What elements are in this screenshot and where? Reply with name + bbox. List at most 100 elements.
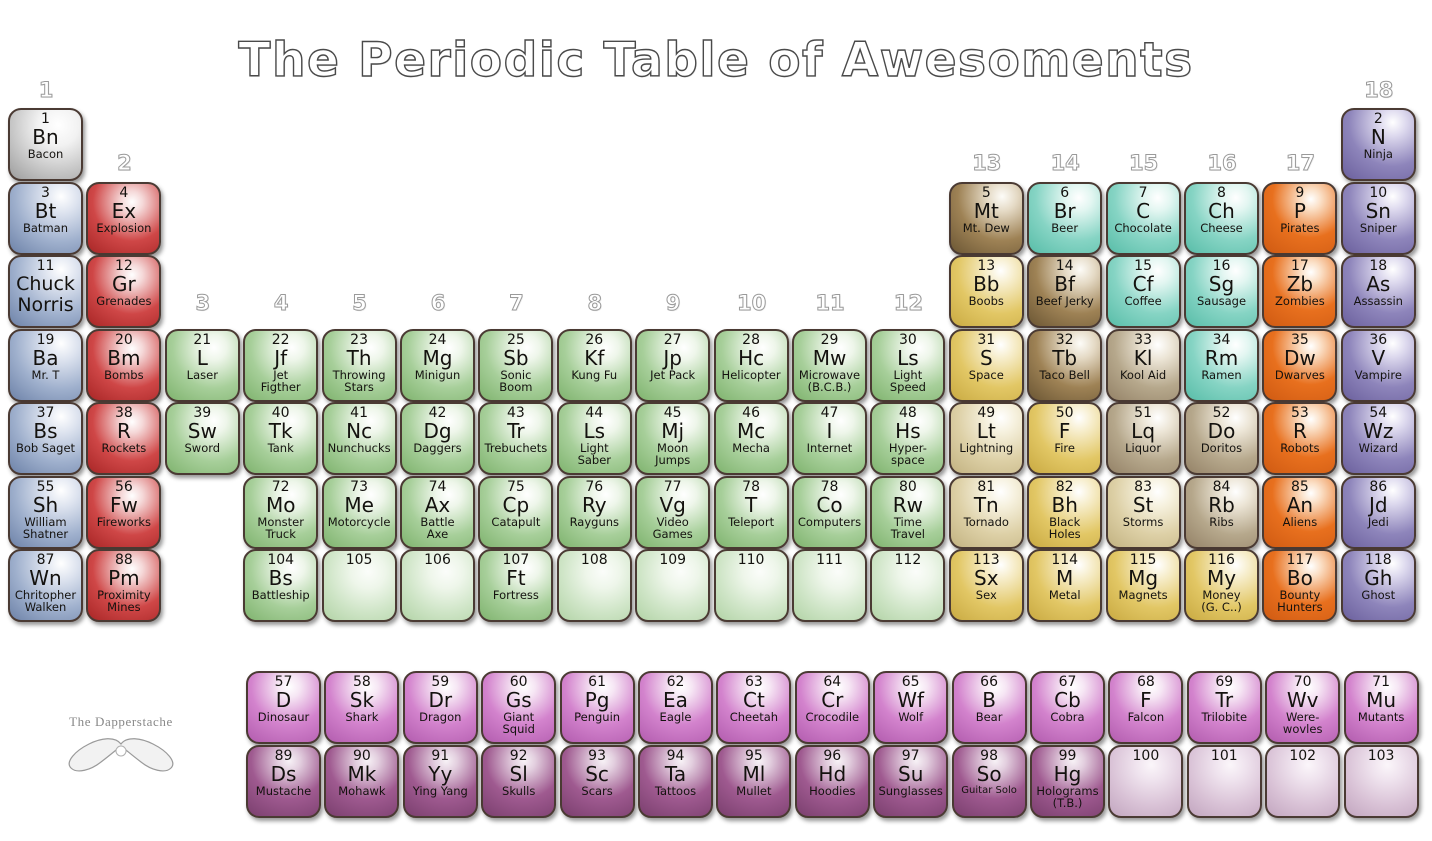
element-cell-d[interactable]: 57 D Dinosaur xyxy=(246,671,321,744)
element-cell-bb[interactable]: 13 Bb Boobs xyxy=(948,255,1024,328)
element-cell-su[interactable]: 97 Su Sunglasses xyxy=(873,744,949,818)
element-cell-cf[interactable]: 15 Cf Coffee xyxy=(1105,255,1181,328)
element-cell-mg[interactable]: 115 Mg Magnets xyxy=(1105,549,1181,622)
element-cell-ta[interactable]: 94 Ta Tattoos xyxy=(638,744,713,818)
element-cell-kf[interactable]: 26 Kf Kung Fu xyxy=(556,328,632,402)
element-cell-106[interactable]: 106 xyxy=(400,549,475,622)
element-cell-yy[interactable]: 91 Yy Ying Yang xyxy=(402,744,478,818)
element-cell-ds[interactable]: 89 Ds Mustache xyxy=(246,744,321,818)
element-cell-co[interactable]: 78 Co Computers xyxy=(792,475,867,549)
element-cell-mc[interactable]: 46 Mc Mecha xyxy=(713,402,789,475)
element-cell-ry[interactable]: 76 Ry Rayguns xyxy=(556,475,632,549)
element-cell-mt[interactable]: 5 Mt Mt. Dew xyxy=(948,181,1024,255)
element-cell-dg[interactable]: 42 Dg Daggers xyxy=(400,402,475,475)
element-cell-tn[interactable]: 81 Tn Tornado xyxy=(948,475,1024,549)
element-cell-mg[interactable]: 24 Mg Minigun xyxy=(400,328,475,402)
element-cell-jp[interactable]: 27 Jp Jet Pack xyxy=(635,328,711,402)
element-cell-jd[interactable]: 86 Jd Jedi xyxy=(1340,475,1416,549)
element-cell-rm[interactable]: 34 Rm Ramen xyxy=(1184,328,1259,402)
element-cell-105[interactable]: 105 xyxy=(321,549,397,622)
element-cell-do[interactable]: 52 Do Doritos xyxy=(1184,402,1259,475)
element-cell-wn[interactable]: 87 Wn Chritopher Walken xyxy=(8,549,83,622)
element-cell-br[interactable]: 6 Br Beer xyxy=(1027,181,1103,255)
element-cell-tr[interactable]: 69 Tr Trilobite xyxy=(1186,671,1262,744)
element-cell-cp[interactable]: 75 Cp Catapult xyxy=(478,475,554,549)
element-cell-bo[interactable]: 117 Bo Bounty Hunters xyxy=(1262,549,1338,622)
element-cell-hc[interactable]: 28 Hc Helicopter xyxy=(713,328,789,402)
element-cell-gr[interactable]: 12 Gr Grenades xyxy=(86,255,162,328)
element-cell-102[interactable]: 102 xyxy=(1265,744,1341,818)
element-cell-sk[interactable]: 58 Sk Shark xyxy=(324,671,400,744)
element-cell-r[interactable]: 53 R Robots xyxy=(1262,402,1338,475)
element-cell-hs[interactable]: 48 Hs Hyper- space xyxy=(870,402,946,475)
element-cell-hd[interactable]: 96 Hd Hoodies xyxy=(794,744,870,818)
element-cell-wf[interactable]: 65 Wf Wolf xyxy=(873,671,949,744)
element-cell-rb[interactable]: 84 Rb Ribs xyxy=(1184,475,1259,549)
element-cell-i[interactable]: 47 I Internet xyxy=(792,402,867,475)
element-cell-lq[interactable]: 51 Lq Liquor xyxy=(1105,402,1181,475)
element-cell-ea[interactable]: 62 Ea Eagle xyxy=(638,671,713,744)
element-cell-zb[interactable]: 17 Zb Zombies xyxy=(1262,255,1338,328)
element-cell-sb[interactable]: 25 Sb Sonic Boom xyxy=(478,328,554,402)
element-cell-v[interactable]: 36 V Vampire xyxy=(1340,328,1416,402)
element-cell-109[interactable]: 109 xyxy=(635,549,711,622)
element-cell-dw[interactable]: 35 Dw Dwarves xyxy=(1262,328,1338,402)
element-cell-108[interactable]: 108 xyxy=(556,549,632,622)
element-cell-p[interactable]: 9 P Pirates xyxy=(1262,181,1338,255)
element-cell-ft[interactable]: 107 Ft Fortress xyxy=(478,549,554,622)
element-cell-sn[interactable]: 10 Sn Sniper xyxy=(1340,181,1416,255)
element-cell-ch[interactable]: 8 Ch Cheese xyxy=(1184,181,1259,255)
element-cell-vg[interactable]: 77 Vg Video Games xyxy=(635,475,711,549)
element-cell-sx[interactable]: 113 Sx Sex xyxy=(948,549,1024,622)
element-cell-ex[interactable]: 4 Ex Explosion xyxy=(86,181,162,255)
element-cell-bn[interactable]: 1 Bn Bacon xyxy=(8,108,83,181)
element-cell-pg[interactable]: 61 Pg Penguin xyxy=(559,671,635,744)
element-cell-ax[interactable]: 74 Ax Battle Axe xyxy=(400,475,475,549)
element-cell-dr[interactable]: 59 Dr Dragon xyxy=(402,671,478,744)
element-cell-wv[interactable]: 70 Wv Were- wovles xyxy=(1265,671,1341,744)
element-cell-mo[interactable]: 72 Mo Monster Truck xyxy=(243,475,319,549)
element-cell-wz[interactable]: 54 Wz Wizard xyxy=(1340,402,1416,475)
element-cell-mk[interactable]: 90 Mk Mohawk xyxy=(324,744,400,818)
element-cell-tr[interactable]: 43 Tr Trebuchets xyxy=(478,402,554,475)
element-cell-103[interactable]: 103 xyxy=(1343,744,1419,818)
element-cell-ml[interactable]: 95 Ml Mullet xyxy=(716,744,792,818)
element-cell-m[interactable]: 114 M Metal xyxy=(1027,549,1103,622)
element-cell-fw[interactable]: 56 Fw Fireworks xyxy=(86,475,162,549)
element-cell-pm[interactable]: 88 Pm Proximity Mines xyxy=(86,549,162,622)
element-cell-f[interactable]: 50 F Fire xyxy=(1027,402,1103,475)
element-cell-my[interactable]: 116 My Money (G. C..) xyxy=(1184,549,1259,622)
element-cell-gh[interactable]: 118 Gh Ghost xyxy=(1340,549,1416,622)
element-cell-100[interactable]: 100 xyxy=(1108,744,1184,818)
element-cell-bt[interactable]: 3 Bt Batman xyxy=(8,181,83,255)
element-cell-chuck[interactable]: 11 Chuck Norris xyxy=(8,255,83,328)
element-cell-f[interactable]: 68 F Falcon xyxy=(1108,671,1184,744)
element-cell-sg[interactable]: 16 Sg Sausage xyxy=(1184,255,1259,328)
element-cell-110[interactable]: 110 xyxy=(713,549,789,622)
element-cell-cb[interactable]: 67 Cb Cobra xyxy=(1030,671,1105,744)
element-cell-b[interactable]: 66 B Bear xyxy=(951,671,1027,744)
element-cell-ba[interactable]: 19 Ba Mr. T xyxy=(8,328,83,402)
element-cell-th[interactable]: 23 Th Throwing Stars xyxy=(321,328,397,402)
element-cell-tb[interactable]: 32 Tb Taco Bell xyxy=(1027,328,1103,402)
element-cell-mw[interactable]: 29 Mw Microwave (B.C.B.) xyxy=(792,328,867,402)
element-cell-bm[interactable]: 20 Bm Bombs xyxy=(86,328,162,402)
element-cell-bf[interactable]: 14 Bf Beef Jerky xyxy=(1027,255,1103,328)
element-cell-sw[interactable]: 39 Sw Sword xyxy=(164,402,240,475)
element-cell-cr[interactable]: 64 Cr Crocodile xyxy=(794,671,870,744)
element-cell-jf[interactable]: 22 Jf Jet Figther xyxy=(243,328,319,402)
element-cell-s[interactable]: 31 S Space xyxy=(948,328,1024,402)
element-cell-mu[interactable]: 71 Mu Mutants xyxy=(1343,671,1419,744)
element-cell-kl[interactable]: 33 Kl Kool Aid xyxy=(1105,328,1181,402)
element-cell-nc[interactable]: 41 Nc Nunchucks xyxy=(321,402,397,475)
element-cell-sc[interactable]: 93 Sc Scars xyxy=(559,744,635,818)
element-cell-t[interactable]: 78 T Teleport xyxy=(713,475,789,549)
element-cell-tk[interactable]: 40 Tk Tank xyxy=(243,402,319,475)
element-cell-st[interactable]: 83 St Storms xyxy=(1105,475,1181,549)
element-cell-sh[interactable]: 55 Sh William Shatner xyxy=(8,475,83,549)
element-cell-l[interactable]: 21 L Laser xyxy=(164,328,240,402)
element-cell-sl[interactable]: 92 Sl Skulls xyxy=(481,744,557,818)
element-cell-me[interactable]: 73 Me Motorcycle xyxy=(321,475,397,549)
element-cell-bs[interactable]: 37 Bs Bob Saget xyxy=(8,402,83,475)
element-cell-ls[interactable]: 44 Ls Light Saber xyxy=(556,402,632,475)
